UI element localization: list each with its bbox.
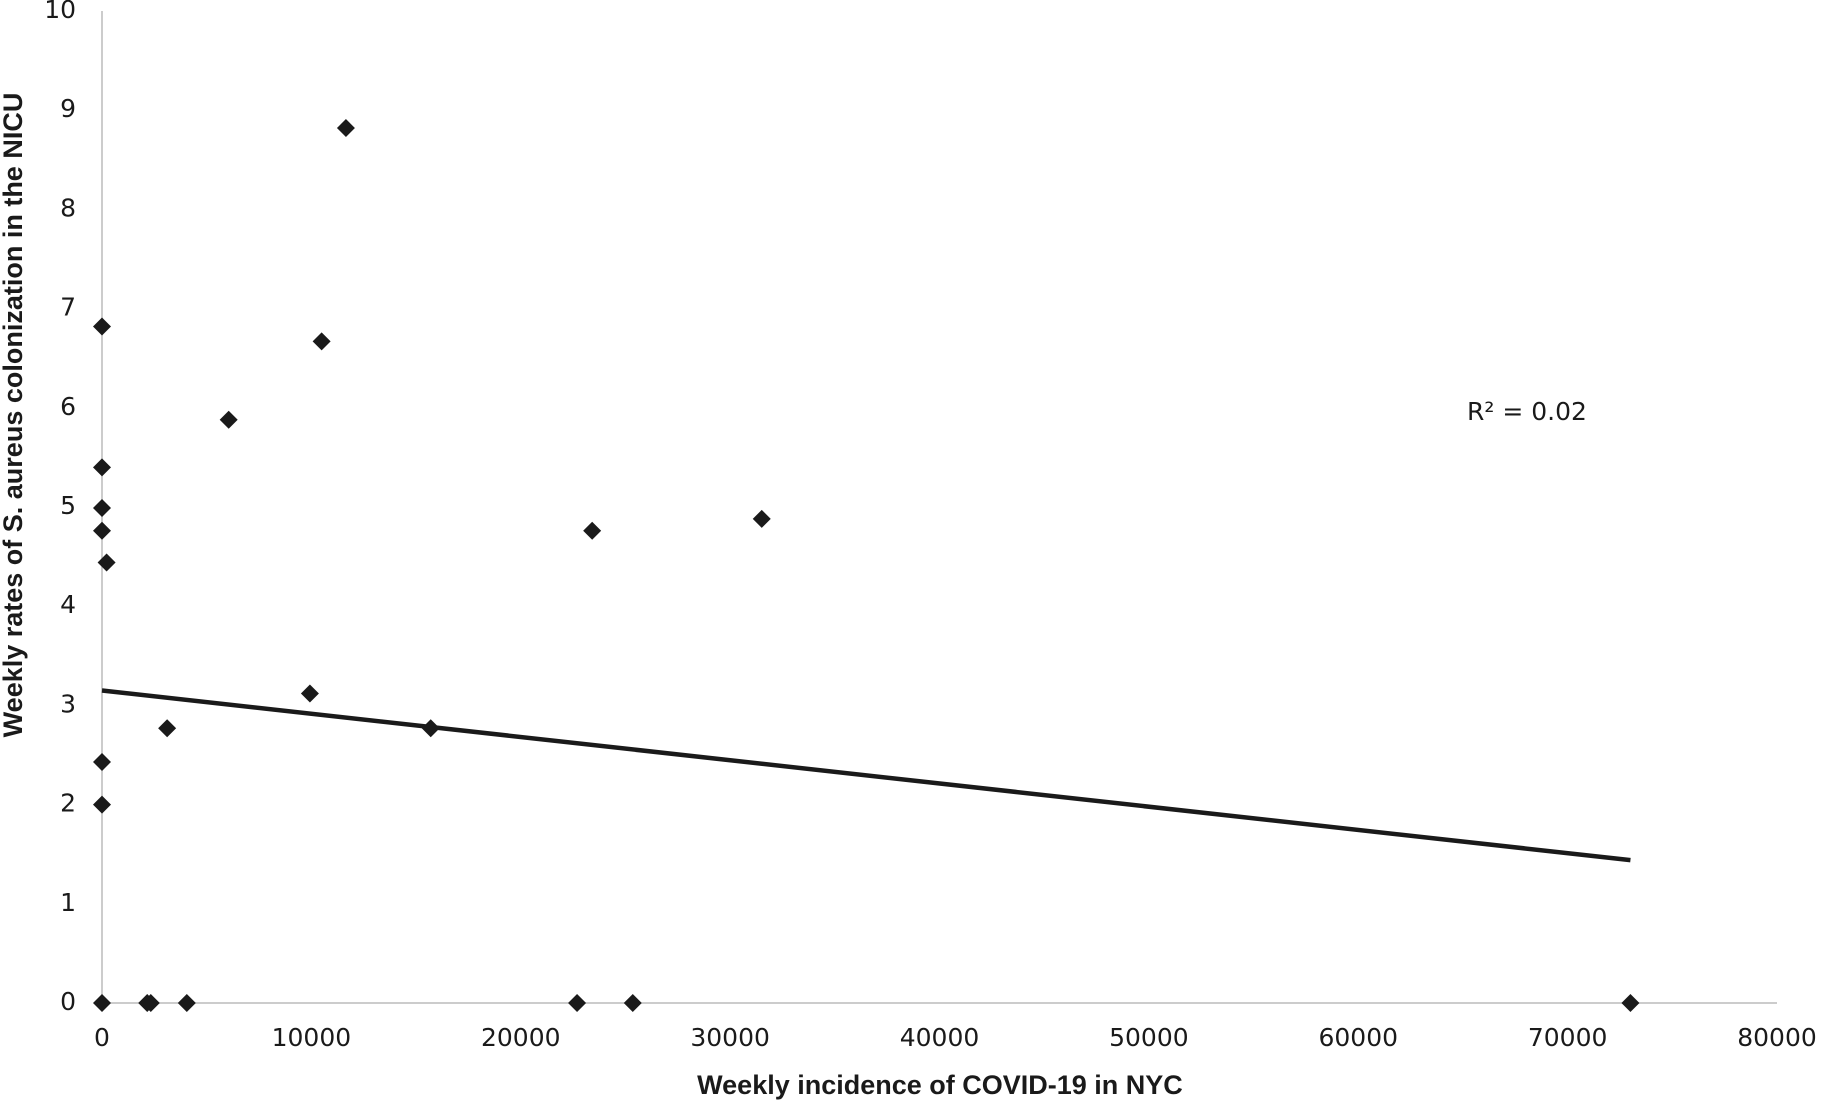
x-tick-label: 20000 xyxy=(481,1023,561,1052)
scatter-point xyxy=(93,994,111,1012)
scatter-point xyxy=(623,994,642,1012)
x-axis-title: Weekly incidence of COVID-19 in NYC xyxy=(697,1070,1183,1100)
scatter-point xyxy=(312,332,331,351)
scatter-point xyxy=(93,317,111,336)
scatter-point xyxy=(336,119,355,138)
y-tick-label: 1 xyxy=(60,888,76,917)
scatter-point xyxy=(93,795,111,814)
y-tick-label: 3 xyxy=(60,689,76,718)
scatter-point xyxy=(158,719,177,738)
scatter-point xyxy=(93,752,111,771)
scatter-point xyxy=(93,458,111,477)
scatter-point xyxy=(583,521,602,540)
scatter-point xyxy=(421,719,440,738)
x-tick-label: 50000 xyxy=(1109,1023,1189,1052)
scatter-point xyxy=(97,553,116,572)
scatter-point xyxy=(93,521,111,540)
x-tick-label: 70000 xyxy=(1528,1023,1608,1052)
scatter-point xyxy=(300,684,319,703)
x-tick-label: 40000 xyxy=(900,1023,980,1052)
y-tick-label: 10 xyxy=(44,0,76,24)
y-tick-label: 9 xyxy=(60,94,76,123)
scatter-point xyxy=(568,994,587,1012)
y-tick-label: 0 xyxy=(60,987,76,1016)
y-axis-title: Weekly rates of S. aureus colonization i… xyxy=(0,93,28,738)
trendline xyxy=(101,688,1631,863)
x-tick-label: 60000 xyxy=(1318,1023,1398,1052)
y-tick-label: 7 xyxy=(60,293,76,322)
scatter-point xyxy=(93,498,111,517)
y-tick-label: 2 xyxy=(60,789,76,818)
scatter-point xyxy=(177,994,196,1012)
y-tick-label: 6 xyxy=(60,392,76,421)
scatter-point xyxy=(752,509,771,528)
y-tick-label: 5 xyxy=(60,491,76,520)
annotation: R² = 0.02 xyxy=(1467,397,1587,426)
y-tick-label: 8 xyxy=(60,193,76,222)
x-tick-label: 30000 xyxy=(690,1023,770,1052)
y-tick-label: 4 xyxy=(60,590,76,619)
scatter-point xyxy=(141,994,160,1012)
x-tick-label: 80000 xyxy=(1737,1023,1817,1052)
scatter-point xyxy=(1621,994,1640,1012)
x-tick-label: 10000 xyxy=(272,1023,352,1052)
scatter-point xyxy=(219,410,238,429)
x-tick-label: 0 xyxy=(94,1023,110,1052)
